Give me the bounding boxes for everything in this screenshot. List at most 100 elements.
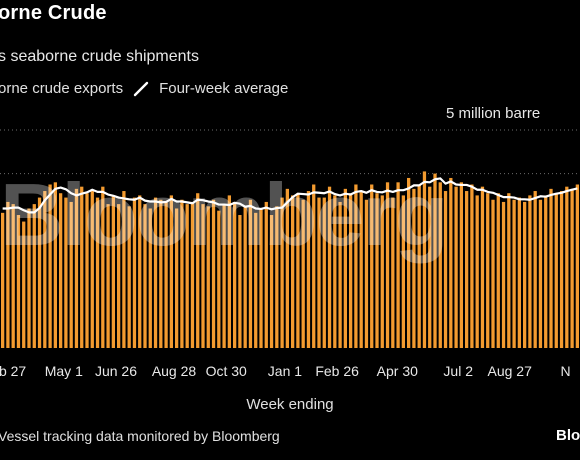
bar <box>275 206 279 348</box>
legend-bars-label: orne crude exports <box>0 80 124 97</box>
bar <box>217 210 221 348</box>
bar <box>153 197 158 348</box>
x-tick-label: Oct 30 <box>206 363 247 379</box>
bar <box>238 215 242 348</box>
bar <box>259 208 263 348</box>
bar <box>512 199 516 348</box>
bar <box>422 171 427 348</box>
bar <box>401 195 405 348</box>
bar <box>559 191 564 348</box>
bar <box>327 186 332 348</box>
bar <box>533 191 537 348</box>
bar <box>370 184 374 348</box>
bar <box>291 195 295 348</box>
bar <box>391 197 395 348</box>
x-tick-label: Jun 26 <box>95 363 137 379</box>
bar <box>122 191 126 348</box>
x-tick-label: N <box>560 363 570 379</box>
bar <box>69 201 73 348</box>
bar <box>496 193 500 348</box>
bar <box>375 193 379 348</box>
bar <box>317 197 321 348</box>
bar <box>59 193 63 348</box>
series-line <box>2 177 578 214</box>
bar <box>22 221 26 348</box>
bar <box>32 204 36 348</box>
bar <box>111 195 115 348</box>
legend: orne crude exports Four-week average <box>0 80 288 97</box>
x-tick-label: May 1 <box>45 363 83 379</box>
chart-subtitle: s seaborne crude shipments <box>0 48 199 65</box>
bar <box>132 197 137 348</box>
bar <box>575 184 579 348</box>
bar <box>90 191 94 348</box>
x-tick-label: Apr 30 <box>377 363 418 379</box>
bar <box>396 182 400 348</box>
bar <box>143 204 147 348</box>
bar <box>280 197 284 348</box>
bar <box>407 177 411 348</box>
bar <box>523 201 527 348</box>
bar <box>101 186 105 348</box>
x-tick-label: Jul 2 <box>443 363 473 379</box>
bar <box>80 186 84 348</box>
bar <box>85 193 89 348</box>
bar <box>565 186 569 348</box>
bar <box>6 201 10 348</box>
bar <box>428 186 432 348</box>
bar <box>117 204 121 348</box>
bar <box>254 212 258 348</box>
bar <box>301 199 305 348</box>
bar <box>175 208 179 348</box>
bar <box>127 206 131 348</box>
bar <box>148 208 152 348</box>
bar <box>95 197 100 348</box>
bar <box>201 204 205 348</box>
bar <box>64 197 68 348</box>
bar <box>11 204 15 348</box>
bar <box>449 177 453 348</box>
bar <box>354 184 358 348</box>
bar <box>43 191 47 348</box>
x-tick-label: eb 27 <box>0 363 26 379</box>
bar <box>312 184 316 348</box>
bar <box>306 191 311 348</box>
x-tick-label: Aug 27 <box>487 363 532 379</box>
bar <box>74 188 79 348</box>
bar <box>211 199 216 348</box>
x-axis-label: Week ending <box>246 396 334 413</box>
bar <box>333 195 337 348</box>
bar <box>465 191 469 348</box>
bar <box>538 199 543 348</box>
bar <box>486 193 490 348</box>
bar <box>222 204 226 348</box>
x-tick-label: Aug 28 <box>152 363 197 379</box>
bar <box>385 182 390 348</box>
bar <box>106 204 110 348</box>
bar <box>544 195 548 348</box>
bloomberg-logo: Blo <box>556 427 580 444</box>
bar <box>1 212 5 348</box>
bar <box>417 184 421 348</box>
bar <box>459 182 463 348</box>
bar <box>480 186 485 348</box>
bar <box>491 199 495 348</box>
bar <box>37 197 42 348</box>
bar <box>554 193 558 348</box>
bar <box>169 195 173 348</box>
bar <box>438 182 442 348</box>
bar <box>185 204 189 348</box>
bar <box>48 184 52 348</box>
bar <box>233 201 237 348</box>
chart-area: eb 27 May 1 Jun 26 Aug 28 Oct 30 Jan 1 Feb 26 A… <box>0 100 580 420</box>
bar <box>380 195 384 348</box>
bar <box>570 188 574 348</box>
bar <box>196 193 200 348</box>
x-tick-label: Feb 26 <box>315 363 359 379</box>
bar <box>501 201 506 348</box>
bar <box>296 193 300 348</box>
bar <box>359 191 363 348</box>
bar <box>269 215 274 348</box>
bar <box>164 201 168 348</box>
bar <box>138 195 142 348</box>
